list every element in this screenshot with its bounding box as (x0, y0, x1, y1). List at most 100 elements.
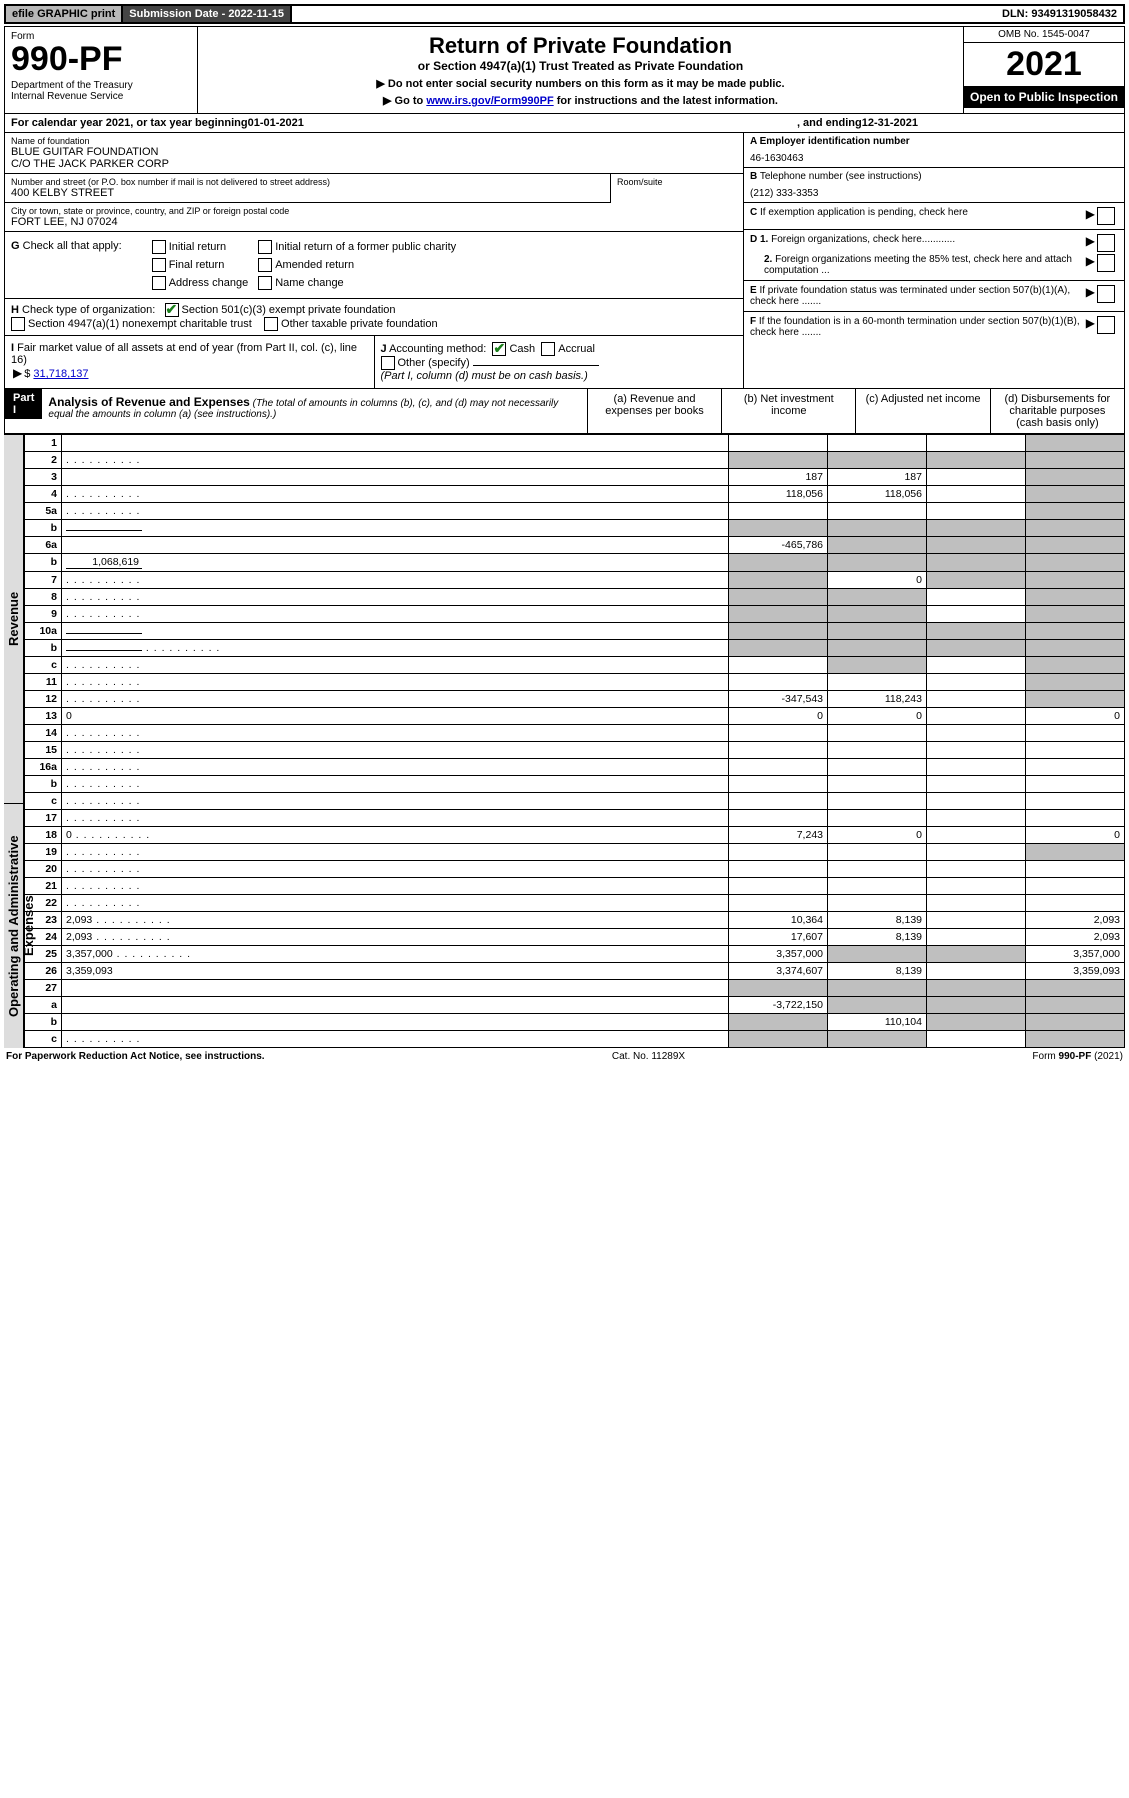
row-desc (62, 759, 729, 776)
chk-initial-return[interactable] (152, 240, 166, 254)
cell-b: 0 (828, 708, 927, 725)
cell-a (729, 793, 828, 810)
cell-b: 0 (828, 572, 927, 589)
cell-d (1026, 878, 1125, 895)
cell-a (729, 674, 828, 691)
cell-b (828, 844, 927, 861)
table-row: 3187187 (25, 469, 1125, 486)
table-row: b110,104 (25, 1014, 1125, 1031)
cell-b (828, 810, 927, 827)
col-d: (d) Disbursements for charitable purpose… (990, 389, 1124, 433)
cell-d (1026, 606, 1125, 623)
cell-c (927, 606, 1026, 623)
irs-link[interactable]: www.irs.gov/Form990PF (426, 95, 553, 107)
chk-amended[interactable] (258, 258, 272, 272)
cell-d (1026, 997, 1125, 1014)
cell-b: 8,139 (828, 929, 927, 946)
table-row: 70 (25, 572, 1125, 589)
row-desc (62, 861, 729, 878)
chk-501c3[interactable] (165, 303, 179, 317)
cell-c (927, 452, 1026, 469)
row-desc (62, 776, 729, 793)
cell-b (828, 520, 927, 537)
cell-c (927, 776, 1026, 793)
cell-a (729, 844, 828, 861)
table-row: 22 (25, 895, 1125, 912)
row-num: 6a (25, 537, 62, 554)
table-row: 1 (25, 435, 1125, 452)
row-desc (62, 878, 729, 895)
dln: DLN: 93491319058432 (996, 6, 1123, 22)
cell-a (729, 759, 828, 776)
foundation-name-2: C/O THE JACK PARKER CORP (11, 158, 737, 170)
cell-c (927, 1031, 1026, 1048)
cell-a (729, 554, 828, 572)
cell-d (1026, 452, 1125, 469)
row-num: 1 (25, 435, 62, 452)
row-desc: 0 (62, 708, 729, 725)
row-desc (62, 997, 729, 1014)
cell-d (1026, 623, 1125, 640)
efile-button[interactable]: efile GRAPHIC print (6, 6, 123, 22)
cell-a: -347,543 (729, 691, 828, 708)
fmv-link[interactable]: 31,718,137 (33, 368, 88, 380)
row-desc (62, 1014, 729, 1031)
cell-b: 0 (828, 827, 927, 844)
cell-d (1026, 1014, 1125, 1031)
d1-text: Foreign organizations, check here (771, 234, 922, 245)
cell-a (729, 589, 828, 606)
table-row: 263,359,0933,374,6078,1393,359,093 (25, 963, 1125, 980)
tax-year: 2021 (964, 43, 1124, 86)
chk-f[interactable] (1097, 316, 1115, 334)
cell-a: 0 (729, 708, 828, 725)
row-num: 17 (25, 810, 62, 827)
cell-d (1026, 554, 1125, 572)
chk-initial-former[interactable] (258, 240, 272, 254)
chk-cash[interactable] (492, 342, 506, 356)
cell-b (828, 861, 927, 878)
row-desc (62, 623, 729, 640)
cell-b: 8,139 (828, 912, 927, 929)
cell-d (1026, 657, 1125, 674)
chk-address-change[interactable] (152, 276, 166, 290)
row-num: 7 (25, 572, 62, 589)
chk-other-method[interactable] (381, 356, 395, 370)
row-num: 12 (25, 691, 62, 708)
cell-b: 118,243 (828, 691, 927, 708)
e-text: If private foundation status was termina… (750, 285, 1070, 307)
chk-name-change[interactable] (258, 276, 272, 290)
chk-final-return[interactable] (152, 258, 166, 272)
cell-d (1026, 810, 1125, 827)
cell-c (927, 742, 1026, 759)
row-desc (62, 725, 729, 742)
row-num: b (25, 520, 62, 537)
chk-accrual[interactable] (541, 342, 555, 356)
row-desc: 3,357,000 (62, 946, 729, 963)
chk-other-taxable[interactable] (264, 317, 278, 331)
cell-a (729, 742, 828, 759)
row-desc (62, 435, 729, 452)
cell-b: 118,056 (828, 486, 927, 503)
row-num: 2 (25, 452, 62, 469)
table-row: b (25, 776, 1125, 793)
part1-header: Part I Analysis of Revenue and Expenses … (4, 389, 1125, 434)
table-row: 10a (25, 623, 1125, 640)
table-row: 242,09317,6078,1392,093 (25, 929, 1125, 946)
city-label: City or town, state or province, country… (11, 206, 737, 216)
chk-d1[interactable] (1097, 234, 1115, 252)
chk-4947[interactable] (11, 317, 25, 331)
chk-c[interactable] (1097, 207, 1115, 225)
chk-d2[interactable] (1097, 254, 1115, 272)
cell-a: 3,374,607 (729, 963, 828, 980)
cell-d (1026, 980, 1125, 997)
cell-a: -465,786 (729, 537, 828, 554)
form-subtitle: or Section 4947(a)(1) Trust Treated as P… (208, 59, 953, 73)
city-state-zip: FORT LEE, NJ 07024 (11, 216, 737, 228)
chk-e[interactable] (1097, 285, 1115, 303)
ein-label: A Employer identification number (750, 136, 1118, 147)
row-desc (62, 606, 729, 623)
table-row: 19 (25, 844, 1125, 861)
table-row: c (25, 657, 1125, 674)
row-num: 19 (25, 844, 62, 861)
cell-a (729, 606, 828, 623)
